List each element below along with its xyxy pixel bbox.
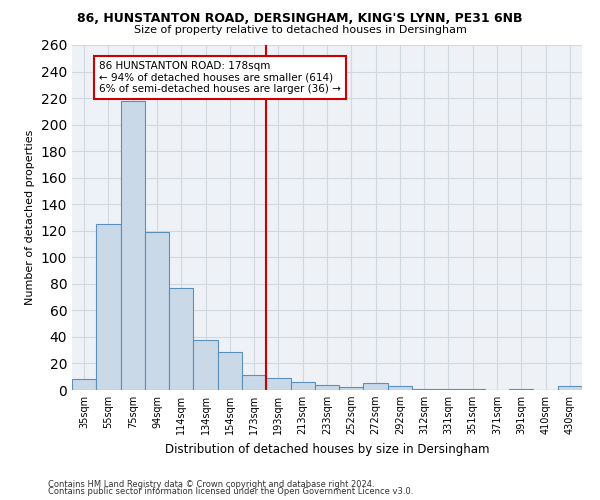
Text: Contains HM Land Registry data © Crown copyright and database right 2024.: Contains HM Land Registry data © Crown c… bbox=[48, 480, 374, 489]
Bar bbox=[388, 386, 412, 390]
Text: 86 HUNSTANTON ROAD: 178sqm
← 94% of detached houses are smaller (614)
6% of semi: 86 HUNSTANTON ROAD: 178sqm ← 94% of deta… bbox=[99, 61, 341, 94]
Bar bbox=[315, 384, 339, 390]
Bar bbox=[218, 352, 242, 390]
Y-axis label: Number of detached properties: Number of detached properties bbox=[25, 130, 35, 305]
Bar bbox=[72, 380, 96, 390]
Text: Contains public sector information licensed under the Open Government Licence v3: Contains public sector information licen… bbox=[48, 487, 413, 496]
Bar bbox=[266, 378, 290, 390]
Bar bbox=[364, 384, 388, 390]
Bar bbox=[436, 388, 461, 390]
Bar bbox=[558, 386, 582, 390]
X-axis label: Distribution of detached houses by size in Dersingham: Distribution of detached houses by size … bbox=[165, 442, 489, 456]
Bar bbox=[290, 382, 315, 390]
Text: 86, HUNSTANTON ROAD, DERSINGHAM, KING'S LYNN, PE31 6NB: 86, HUNSTANTON ROAD, DERSINGHAM, KING'S … bbox=[77, 12, 523, 26]
Bar bbox=[145, 232, 169, 390]
Bar bbox=[169, 288, 193, 390]
Bar bbox=[96, 224, 121, 390]
Bar bbox=[509, 388, 533, 390]
Bar bbox=[339, 388, 364, 390]
Bar bbox=[193, 340, 218, 390]
Bar bbox=[461, 388, 485, 390]
Text: Size of property relative to detached houses in Dersingham: Size of property relative to detached ho… bbox=[134, 25, 466, 35]
Bar bbox=[121, 100, 145, 390]
Bar bbox=[412, 388, 436, 390]
Bar bbox=[242, 376, 266, 390]
